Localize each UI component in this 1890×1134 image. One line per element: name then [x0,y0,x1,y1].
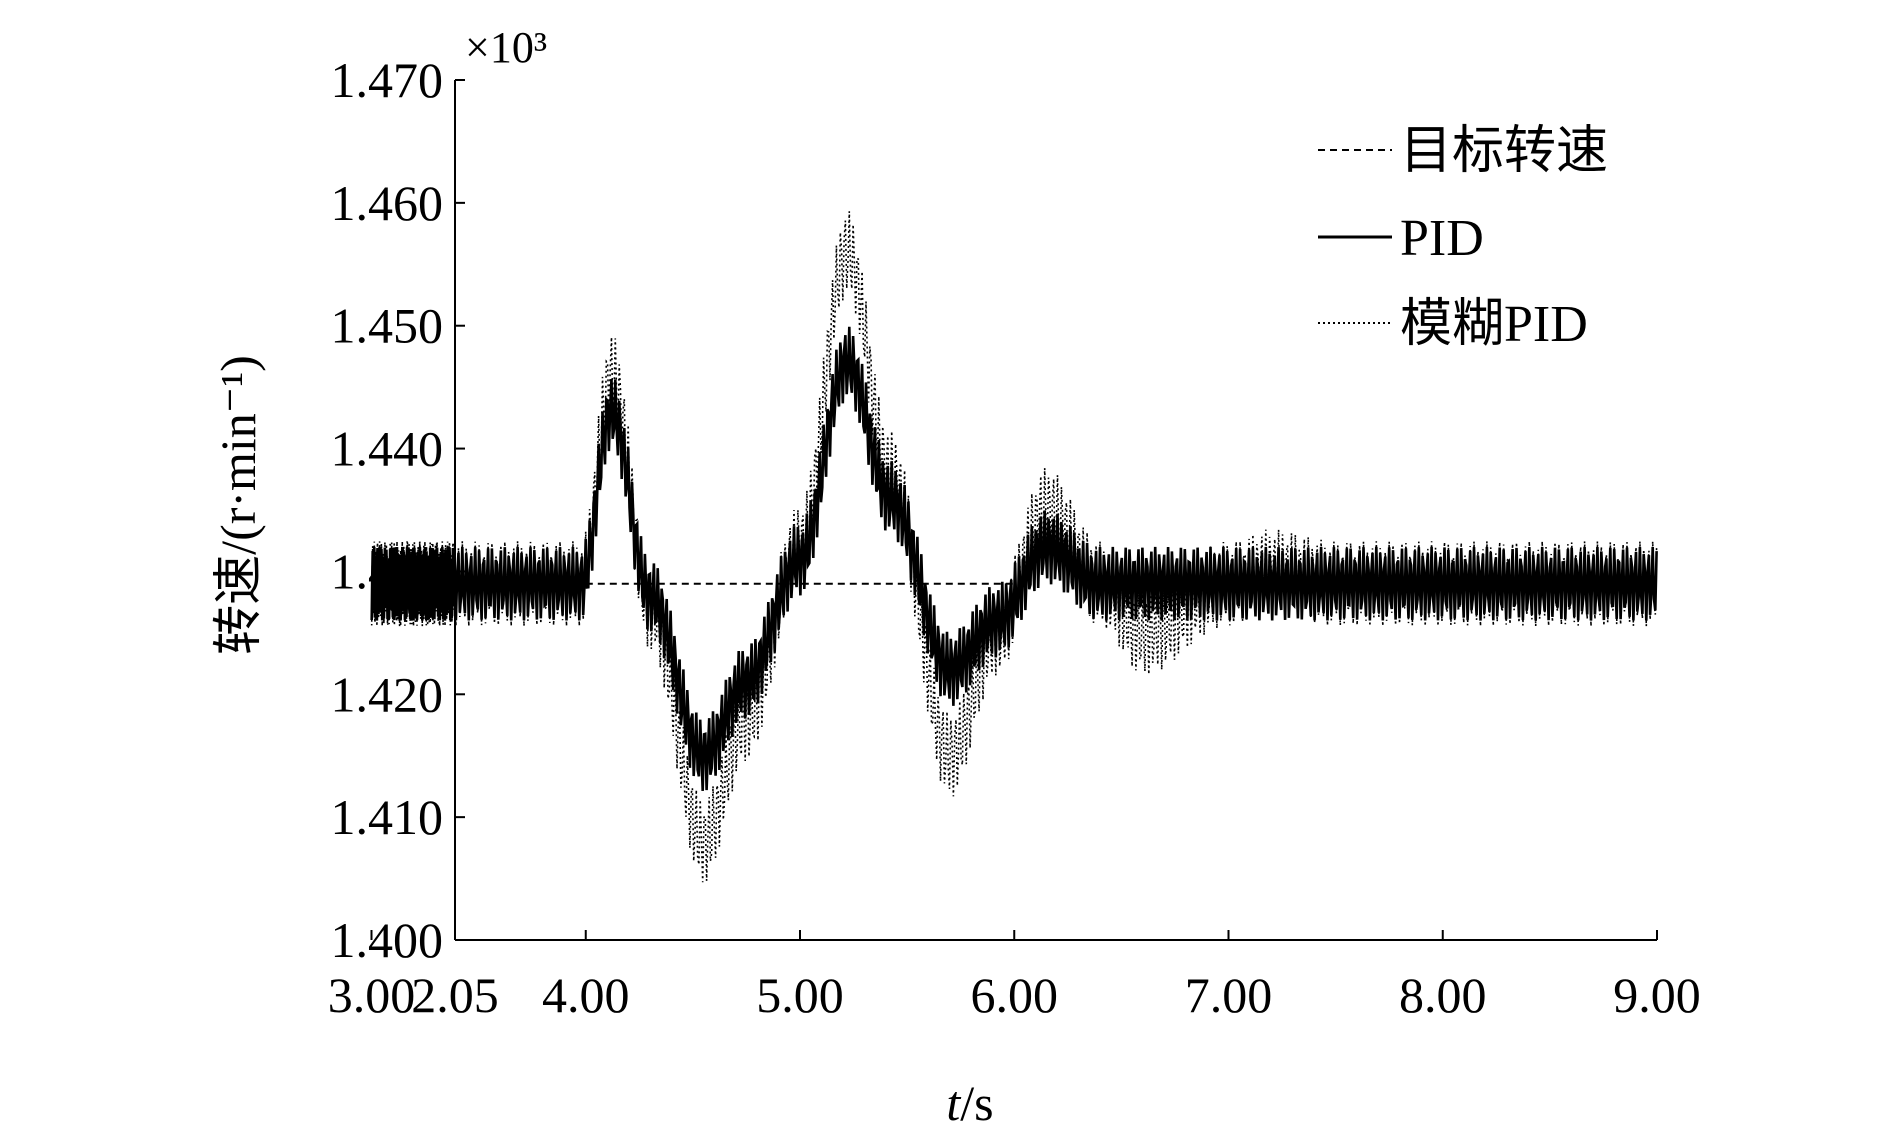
x-tick-label: 2.05 [411,967,499,1023]
x-axis-label: t/s [946,1075,993,1131]
x-tick-label: 3.00 [328,967,416,1023]
y-tick-label: 1.460 [331,175,444,231]
axes [370,79,1658,941]
series-line-pid [370,326,1658,791]
legend-label-target: 目标转速 [1400,123,1608,180]
x-tick-label: 9.00 [1613,967,1701,1023]
x-tick-label: 5.00 [756,967,844,1023]
x-tick-label: 4.00 [542,967,630,1023]
tick-labels: 1.400 1.410 1.420 1.430 1.440 1.450 1.460 1.470… [328,52,1701,1023]
y-tick-label: 1.440 [331,421,444,477]
y-tick-label: 1.430 [331,543,444,599]
y-multiplier-label: ×10³ [465,23,547,72]
legend-label-pid: PID [1400,210,1484,267]
x-tick-label: 8.00 [1399,967,1487,1023]
legend-label-fuzzy-pid: 模糊PID [1400,296,1588,353]
y-tick-label: 1.410 [331,789,444,845]
y-tick-label: 1.400 [331,912,444,968]
y-axis-label: 转速/(r·min⁻¹) [210,355,266,655]
x-tick-label: 6.00 [971,967,1059,1023]
series-layer [370,211,1658,883]
y-tick-label: 1.470 [331,52,444,108]
x-tick-label: 7.00 [1185,967,1273,1023]
y-tick-label: 1.420 [331,666,444,722]
y-tick-label: 1.450 [331,298,444,354]
legend: 目标转速 PID 模糊PID [1318,123,1608,353]
